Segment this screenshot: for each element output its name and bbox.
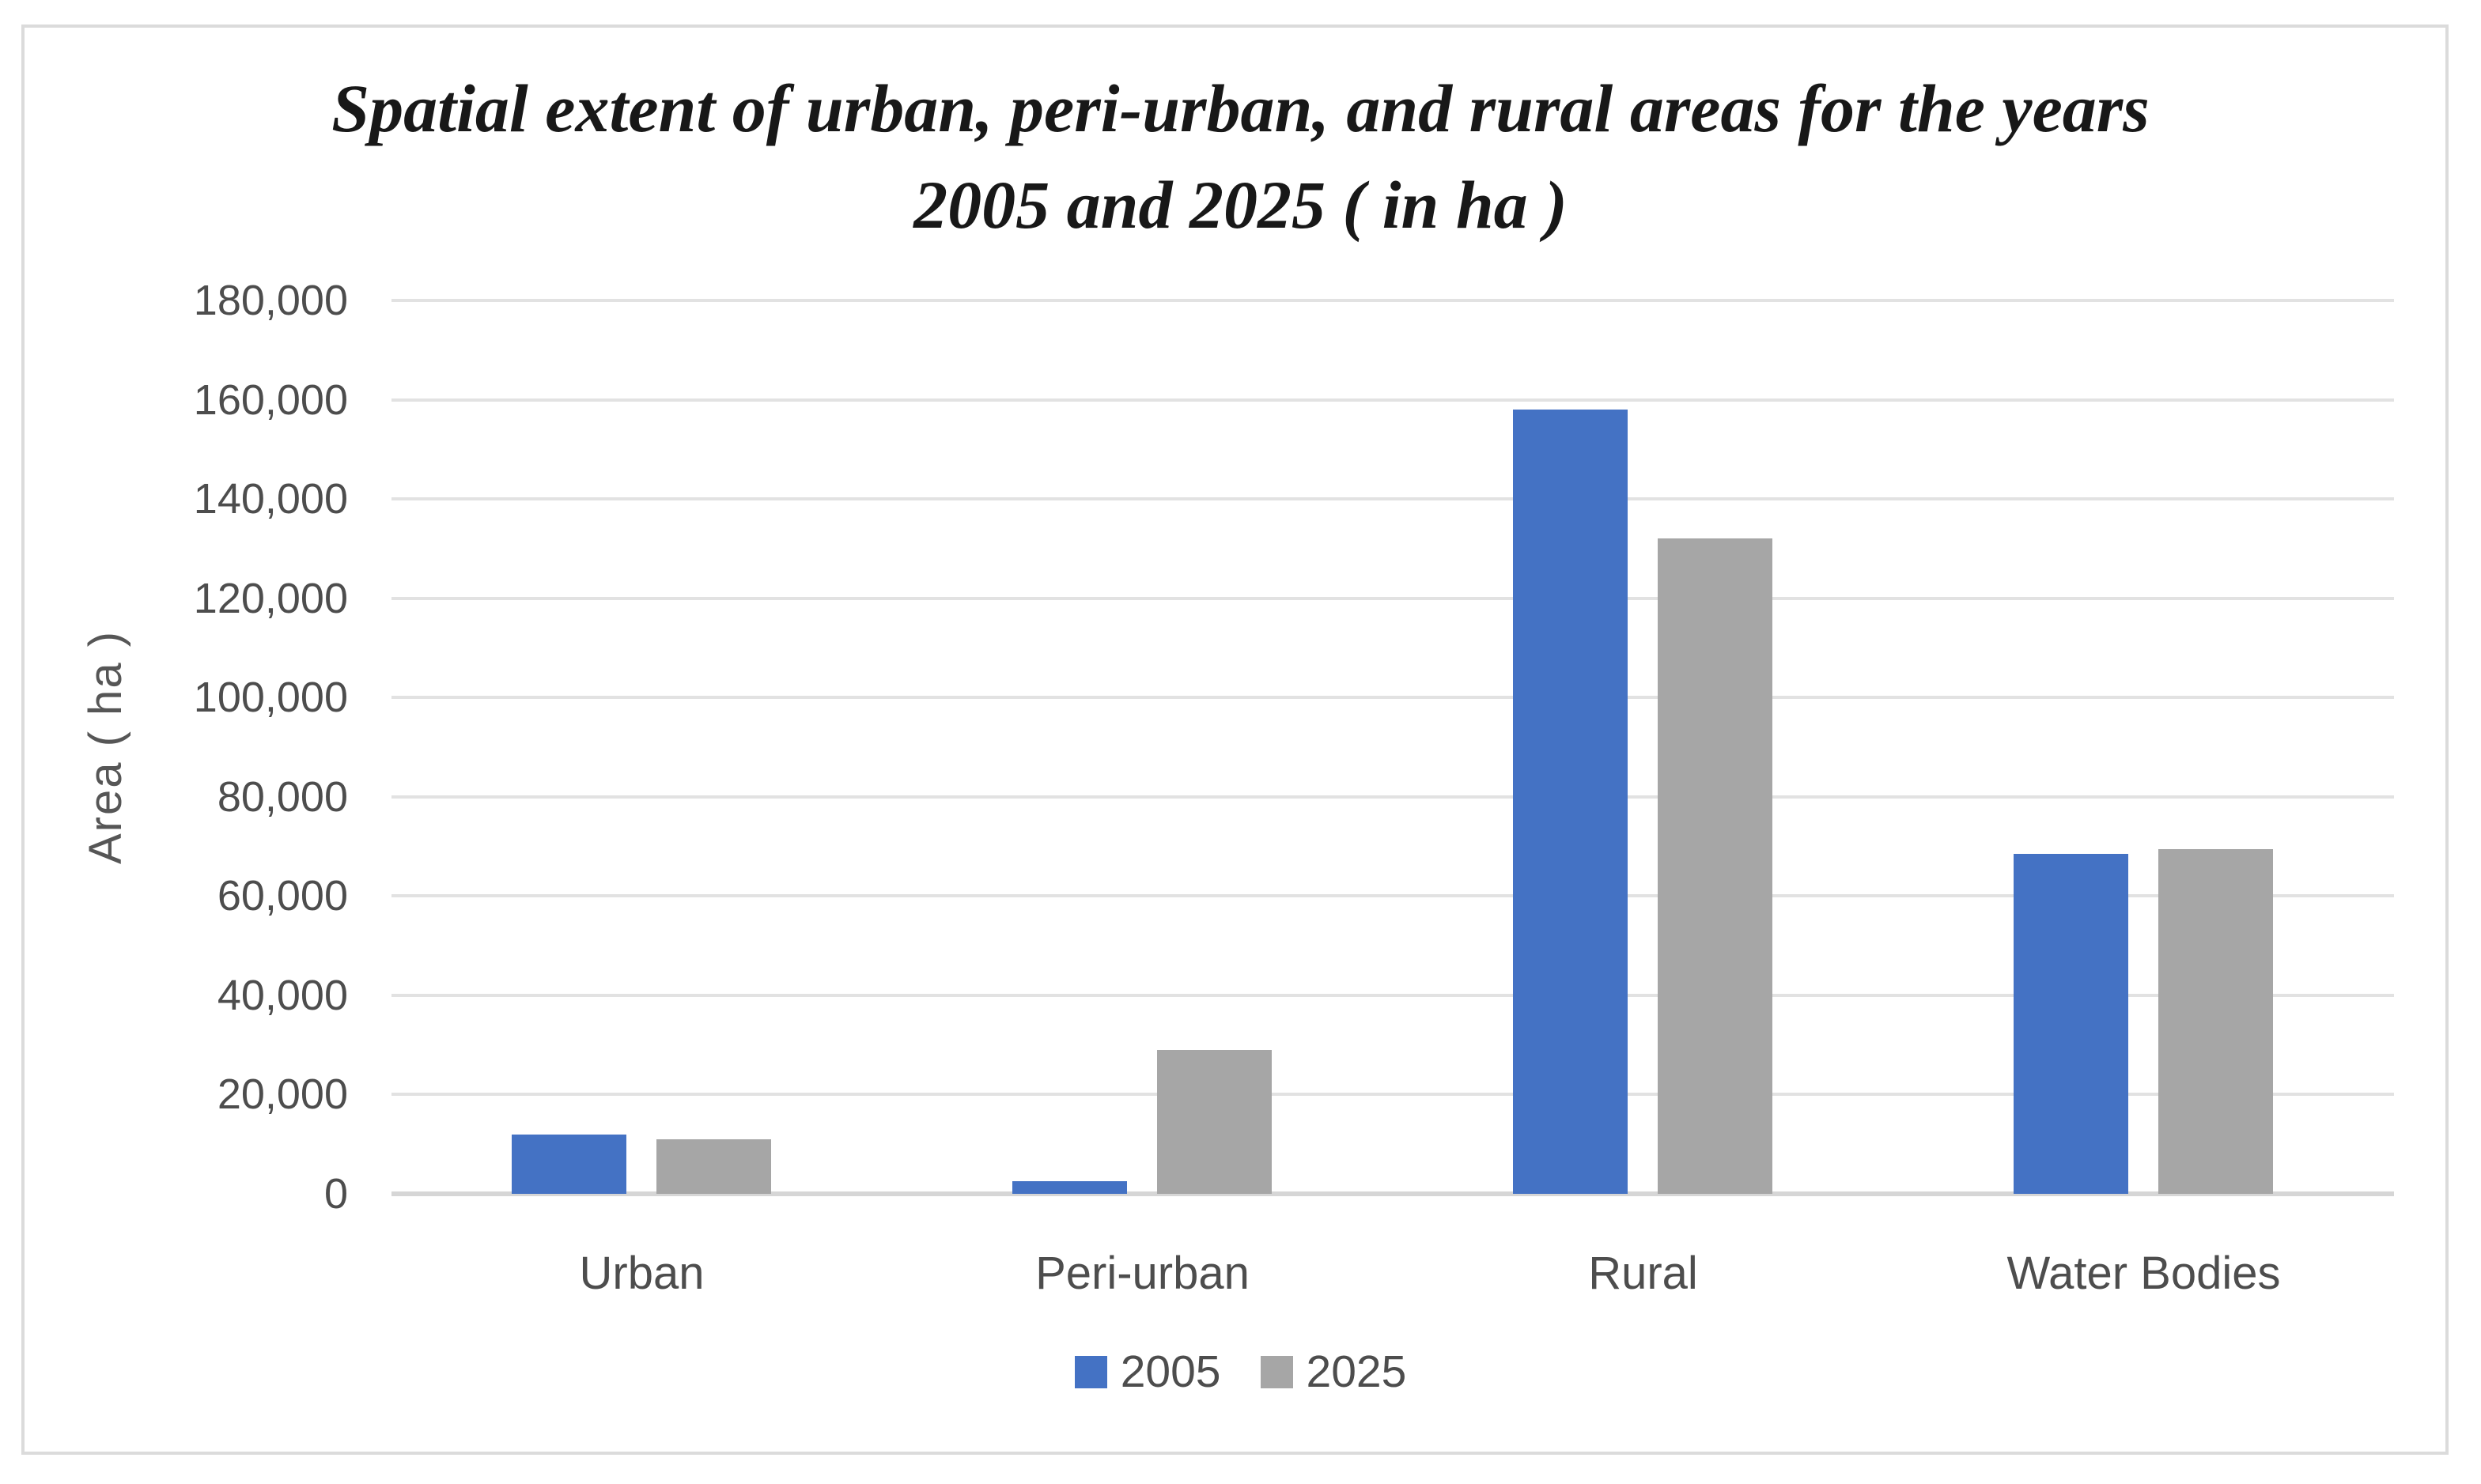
x-category-label-urban: Urban: [579, 1248, 705, 1299]
legend-label-2025: 2025: [1306, 1346, 1407, 1397]
legend-swatch-2025: [1260, 1355, 1293, 1388]
legend-label-2005: 2005: [1120, 1346, 1221, 1397]
y-tick-label: 80,000: [217, 772, 348, 821]
gridline: [391, 596, 2394, 600]
bar-peri-urban-2025: [1157, 1050, 1272, 1194]
x-axis-category-labels: Urban Peri-urban Rural Water Bodies: [391, 1248, 2394, 1303]
gridline: [391, 398, 2394, 402]
y-tick-label: 120,000: [193, 574, 348, 622]
x-category-label-rural: Rural: [1588, 1248, 1698, 1299]
y-tick-label: 40,000: [217, 971, 348, 1019]
legend-item-2005: 2005: [1074, 1346, 1221, 1398]
chart-title: Spatial extent of urban, peri-urban, and…: [0, 60, 2481, 253]
legend-swatch-2005: [1074, 1355, 1107, 1388]
gridline: [391, 993, 2394, 997]
bar-rural-2025: [1658, 538, 1772, 1194]
gridline: [391, 696, 2394, 700]
y-axis-tick-labels: 0 20,000 40,000 60,000 80,000 100,000 120,000 1…: [111, 277, 348, 1218]
x-axis-line: [391, 1191, 2394, 1196]
gridline: [391, 795, 2394, 799]
gridline: [391, 894, 2394, 898]
chart-title-line1: Spatial extent of urban, peri-urban, and…: [331, 70, 2150, 146]
bar-water-bodies-2025: [2158, 849, 2273, 1194]
x-category-label-water-bodies: Water Bodies: [2006, 1248, 2281, 1299]
gridline: [391, 1093, 2394, 1097]
y-tick-label: 20,000: [217, 1071, 348, 1119]
legend-item-2025: 2025: [1260, 1346, 1407, 1398]
y-tick-label: 140,000: [193, 475, 348, 523]
bar-water-bodies-2005: [2014, 854, 2128, 1194]
y-tick-label: 60,000: [217, 872, 348, 920]
plot-area: [391, 299, 2394, 1196]
bar-urban-2025: [656, 1139, 771, 1194]
y-tick-label: 0: [323, 1170, 348, 1218]
bar-rural-2005: [1513, 410, 1628, 1194]
gridline: [391, 299, 2394, 302]
legend: 2005 2025: [25, 1346, 2456, 1398]
gridline: [391, 497, 2394, 501]
figure-border: [21, 25, 2449, 1455]
x-category-label-peri-urban: Peri-urban: [1035, 1248, 1250, 1299]
bar-urban-2005: [512, 1135, 626, 1194]
bar-peri-urban-2005: [1012, 1181, 1127, 1194]
chart-title-line2: 2005 and 2025 ( in ha ): [913, 167, 1568, 243]
y-tick-label: 160,000: [193, 376, 348, 424]
y-tick-label: 100,000: [193, 674, 348, 722]
y-tick-label: 180,000: [193, 277, 348, 324]
